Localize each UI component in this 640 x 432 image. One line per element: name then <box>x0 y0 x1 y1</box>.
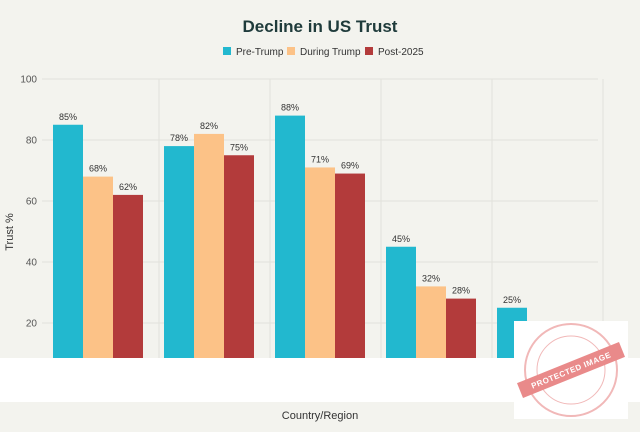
y-tick-label: 100 <box>20 75 37 86</box>
bar-value-label: 82% <box>200 121 218 131</box>
y-axis-label: Trust % <box>4 213 16 251</box>
bar-value-label: 62% <box>119 182 137 192</box>
bar-value-label: 45% <box>392 234 410 244</box>
bar-value-label: 78% <box>170 133 188 143</box>
bar <box>53 124 83 360</box>
y-tick-label: 80 <box>26 136 38 147</box>
bar-value-label: 69% <box>341 161 359 171</box>
bar-labels: 85% 68% 62% 78% 82% 75% 88% 71% 69% 45% 32% 28% 25% <box>59 103 521 305</box>
legend-entry: Pre-Trump <box>236 47 284 58</box>
bar-value-label: 85% <box>59 112 77 122</box>
bar <box>113 194 143 360</box>
bar-value-label: 71% <box>311 154 329 164</box>
bar-value-label: 32% <box>422 273 440 283</box>
y-tick-label: 40 <box>26 258 38 269</box>
bar <box>224 155 254 360</box>
bar <box>446 298 476 360</box>
legend-swatch <box>287 47 295 55</box>
legend-entry: During Trump <box>300 47 361 58</box>
chart-title: Decline in US Trust <box>243 17 398 36</box>
bar-value-label: 25% <box>503 295 521 305</box>
watermark <box>514 321 628 419</box>
bar <box>275 115 305 360</box>
bar <box>416 286 446 360</box>
bar-value-label: 28% <box>452 286 470 296</box>
bar-value-label: 88% <box>281 103 299 113</box>
bar-value-label: 75% <box>230 142 248 152</box>
y-tick-label: 20 <box>26 319 38 330</box>
legend: Pre-Trump During Trump Post-2025 <box>223 47 424 58</box>
y-axis-ticks: 20 40 60 80 100 <box>20 75 37 330</box>
bar-value-label: 68% <box>89 164 107 174</box>
bar <box>83 176 113 360</box>
bar <box>194 133 224 360</box>
bar <box>164 146 194 360</box>
watermark-seal-inner <box>536 335 606 405</box>
legend-swatch <box>223 47 231 55</box>
watermark-seal-outer <box>524 323 618 417</box>
legend-entry: Post-2025 <box>378 47 424 58</box>
bar <box>335 173 365 360</box>
bar <box>386 246 416 360</box>
watermark-band <box>517 341 625 399</box>
x-axis-label: Country/Region <box>282 410 358 422</box>
bars <box>53 115 527 360</box>
y-tick-label: 60 <box>26 197 38 208</box>
legend-swatch <box>365 47 373 55</box>
bar <box>305 167 335 360</box>
